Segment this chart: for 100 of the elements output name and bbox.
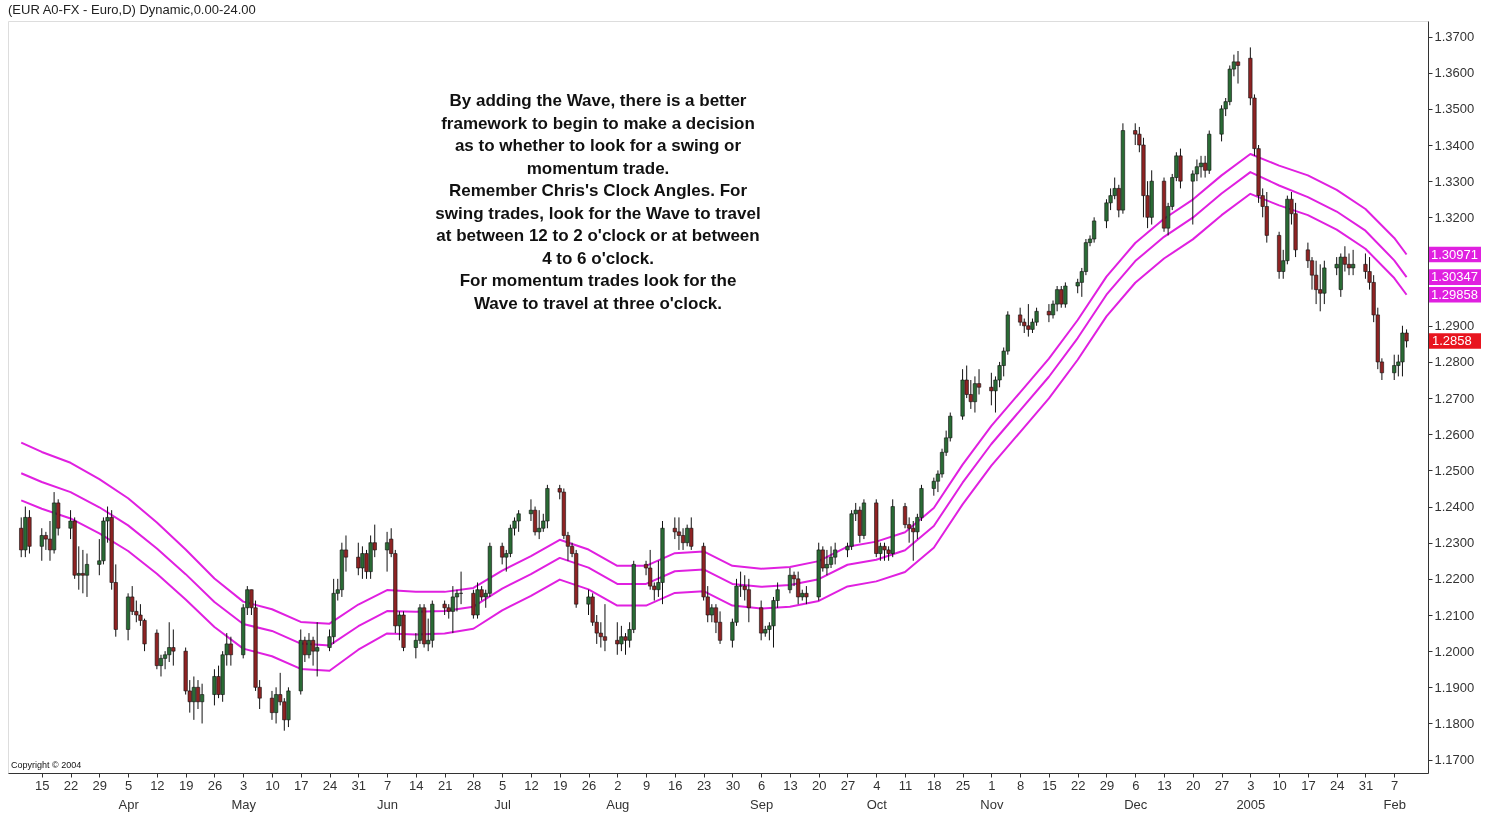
x-tick-label: 7 Jun <box>377 777 399 812</box>
candlestick <box>746 578 751 623</box>
x-tick-label: 8 <box>1017 777 1025 793</box>
x-tick-label: 16 <box>668 777 683 793</box>
x-tick-label: 6 Sep <box>750 777 774 812</box>
x-tick-label: 10 <box>265 777 280 793</box>
x-tick-label: 10 <box>1272 777 1287 793</box>
candlestick <box>1092 216 1097 244</box>
candlestick <box>274 686 279 724</box>
data-label: 1.29858 <box>1431 286 1478 302</box>
data-label: 1.30347 <box>1431 269 1478 285</box>
candlestick <box>676 516 681 551</box>
x-tick-label: 31 <box>351 777 367 793</box>
candlestick <box>1318 263 1323 312</box>
candlestick <box>459 571 464 605</box>
candlestick <box>311 636 316 667</box>
data-label: 1.30971 <box>1431 246 1478 262</box>
x-tick-label: 24 <box>322 777 338 793</box>
x-tick-label: 6 Dec <box>1124 777 1148 812</box>
y-tick-label: 1.1900 <box>1434 679 1475 695</box>
x-tick-label: 19 <box>553 777 568 793</box>
x-tick-label: 29 <box>92 777 108 793</box>
candlestick <box>685 524 690 547</box>
candlestick <box>689 516 694 551</box>
annotation: 1.2858 <box>1432 332 1472 348</box>
y-tick-label: 1.2200 <box>1434 571 1475 587</box>
candlestick <box>269 690 275 721</box>
candlestick <box>615 621 620 656</box>
x-tick-label: 28 <box>466 777 482 793</box>
candlestick <box>356 542 361 576</box>
x-tick-label: 13 <box>1157 777 1172 793</box>
x-tick-label: 25 <box>955 777 971 793</box>
y-tick-label: 1.3500 <box>1434 101 1475 117</box>
candlestick <box>882 542 887 562</box>
y-tick-label: 1.3200 <box>1434 209 1475 225</box>
candlestick <box>537 509 542 540</box>
x-tick-label: 13 <box>783 777 798 793</box>
candlestick <box>1063 281 1068 309</box>
candlestick <box>84 553 90 598</box>
y-tick-label: 1.2600 <box>1434 426 1475 442</box>
x-tick-label: 5 Jul <box>494 777 512 812</box>
candlestick <box>1351 249 1356 276</box>
candlestick <box>619 625 624 652</box>
candlestick <box>360 545 365 580</box>
candlestick <box>1198 155 1204 179</box>
candlestick <box>824 549 829 576</box>
x-tick-label: 29 <box>1099 777 1115 793</box>
x-tick-label: 17 <box>294 777 309 793</box>
x-tick-label: 22 <box>1070 777 1086 793</box>
x-tick-label: 20 <box>1186 777 1201 793</box>
candlestick <box>1046 303 1051 323</box>
x-tick-label: 27 <box>840 777 856 793</box>
x-tick-label: 27 <box>1214 777 1230 793</box>
candlestick <box>1194 158 1199 182</box>
candlestick <box>80 549 85 594</box>
x-tick-label: 31 <box>1358 777 1374 793</box>
candlestick <box>1392 354 1397 381</box>
y-tick-label: 1.1700 <box>1434 752 1475 768</box>
y-tick-label: 1.2700 <box>1434 390 1475 406</box>
x-tick-label: 22 <box>63 777 79 793</box>
y-tick-label: 1.2300 <box>1434 535 1475 551</box>
x-tick-label: 26 <box>207 777 223 793</box>
y-tick-label: 1.2000 <box>1434 643 1475 659</box>
x-tick-label: 20 <box>811 777 827 793</box>
candlestick <box>1235 50 1241 85</box>
x-tick-label: 5 Apr <box>118 777 140 812</box>
candlestick <box>212 668 217 706</box>
annotation: Copyright © 2004 <box>11 760 82 770</box>
candlestick <box>471 589 476 620</box>
x-tick-label: 11 <box>898 777 913 793</box>
y-tick-label: 1.3400 <box>1434 137 1475 153</box>
candlestick <box>39 527 44 562</box>
x-tick-label: 9 <box>642 777 651 793</box>
x-tick-label: 2 Aug <box>606 777 630 812</box>
y-tick-label: 1.1800 <box>1434 715 1475 731</box>
candlestick <box>623 632 628 656</box>
x-tick-label: 19 <box>178 777 194 793</box>
x-tick-label: 14 <box>409 777 424 793</box>
x-tick-label: 15 <box>1042 777 1057 793</box>
candlestick <box>833 542 838 565</box>
x-tick-label: 15 <box>35 777 50 793</box>
candlestick <box>385 531 390 573</box>
chart-title: (EUR A0-FX - Euro,D) Dynamic,0.00-24.00 <box>8 2 256 17</box>
candlestick <box>19 516 24 558</box>
x-tick-label: 18 <box>927 777 942 793</box>
candlestick <box>191 675 196 721</box>
candlestick <box>787 567 792 594</box>
x-tick-label: 7 Feb <box>1383 777 1406 812</box>
candlestick <box>516 509 521 533</box>
x-tick-label: 12 <box>150 777 165 793</box>
x-tick-label: 26 <box>581 777 597 793</box>
x-tick-label: 3 May <box>231 777 257 812</box>
y-tick-label: 1.3300 <box>1434 173 1475 189</box>
candlestick <box>228 636 233 667</box>
x-tick-label: 3 2005 <box>1236 777 1266 812</box>
candlestick <box>902 502 908 529</box>
candlestick <box>804 585 809 605</box>
candlestick <box>171 628 176 667</box>
candlestick <box>911 520 916 562</box>
x-tick-label: 4 Oct <box>866 777 888 812</box>
